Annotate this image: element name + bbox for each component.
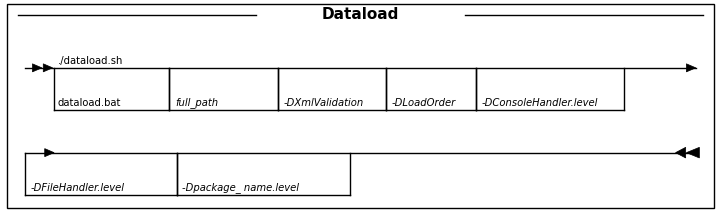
Polygon shape: [686, 64, 696, 72]
Text: -Dpackage_ name.level: -Dpackage_ name.level: [182, 182, 299, 193]
Text: -DFileHandler.level: -DFileHandler.level: [31, 183, 125, 193]
Polygon shape: [32, 64, 42, 72]
Text: -DLoadOrder: -DLoadOrder: [392, 98, 456, 108]
Text: full_path: full_path: [175, 97, 218, 108]
Text: -DXmlValidation: -DXmlValidation: [283, 98, 363, 108]
Text: Dataload: Dataload: [322, 7, 399, 22]
Polygon shape: [676, 147, 686, 158]
Text: dataload.bat: dataload.bat: [58, 98, 121, 108]
Polygon shape: [686, 147, 699, 158]
Text: ./dataload.sh: ./dataload.sh: [58, 56, 123, 66]
Polygon shape: [43, 64, 53, 72]
Text: -DConsoleHandler.level: -DConsoleHandler.level: [482, 98, 598, 108]
Polygon shape: [45, 149, 54, 157]
